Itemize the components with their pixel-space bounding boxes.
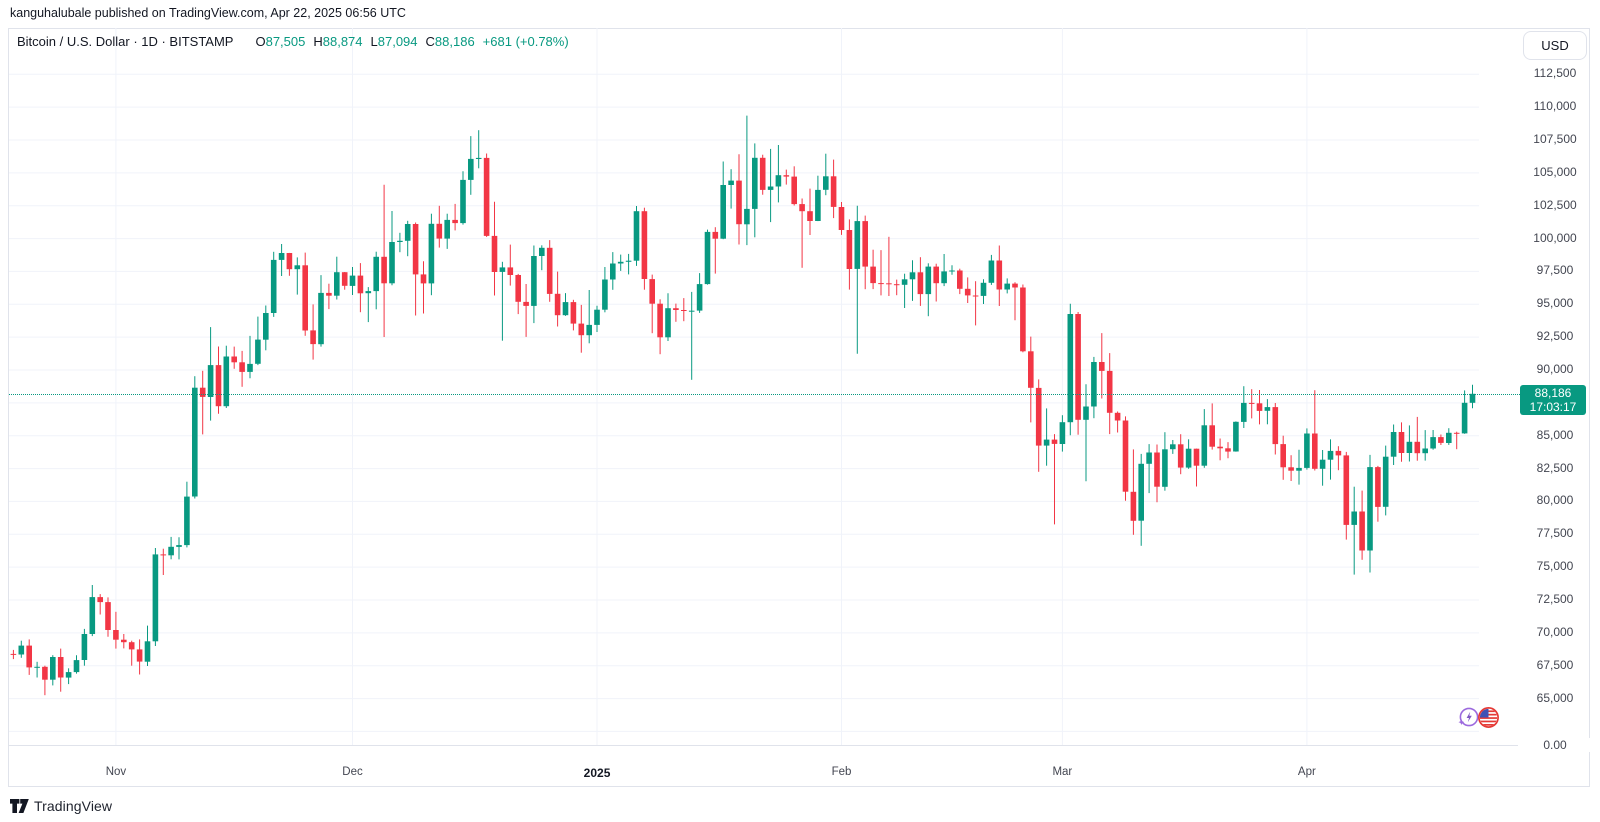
price-tick-label: 102,500	[1533, 197, 1577, 212]
candles-svg	[9, 28, 1479, 745]
change-value: +681 (+0.78%)	[482, 34, 569, 49]
price-tick-zero: 0.00	[1518, 738, 1592, 752]
price-tick-label: 97,500	[1536, 263, 1574, 278]
time-tick-label: Nov	[105, 766, 127, 778]
ohlc-key: H	[313, 34, 323, 49]
us-flag-icon[interactable]	[1477, 706, 1500, 729]
sparkle-lightning-icon[interactable]	[1458, 706, 1479, 728]
symbol-title: Bitcoin / U.S. Dollar · 1D · BITSTAMP	[17, 34, 234, 49]
price-axis[interactable]: 112,500 110,000 107,500 105,000 102,500 100,0…	[1518, 0, 1592, 822]
time-tick-label: Dec	[342, 766, 363, 778]
price-tick-label: 107,500	[1533, 132, 1577, 146]
tradingview-glyph-icon	[10, 798, 29, 813]
tradingview-brand-text: TradingView	[34, 798, 113, 814]
time-tick-label: 2025	[583, 766, 611, 780]
time-tick-label: Mar	[1052, 766, 1073, 778]
price-tick-label: 105,000	[1533, 164, 1577, 179]
price-tick-label: 75,000	[1536, 559, 1574, 574]
tradingview-logo-link[interactable]: TradingView	[10, 798, 112, 814]
ohlc-key: O	[255, 34, 266, 49]
price-tick-label: 65,000	[1536, 690, 1574, 705]
time-tick-label: Feb	[831, 766, 852, 778]
ohlc-value: 87,094	[377, 34, 418, 49]
price-tick-label: 80,000	[1536, 493, 1574, 508]
price-tick-label: 70,000	[1536, 624, 1574, 639]
candlestick-chart[interactable]	[0, 28, 1520, 746]
price-tick-label: 90,000	[1536, 362, 1574, 376]
ohlc-value: 88,186	[434, 34, 475, 49]
price-tick-label: 100,000	[1533, 230, 1577, 245]
bar-countdown: 17:03:17	[1529, 399, 1577, 414]
ohlc-key: C	[425, 34, 435, 49]
last-price-line	[9, 394, 1520, 395]
price-tick-label: 85,000	[1536, 427, 1574, 442]
symbol-legend: Bitcoin / U.S. Dollar · 1D · BITSTAMP O87…	[17, 34, 569, 49]
ohlc-values: O87,505 H88,874 L87,094 C88,186	[247, 34, 474, 49]
time-axis[interactable]: Nov Dec 2025 Feb Mar Apr	[0, 746, 1520, 786]
price-tick-label: 92,500	[1536, 329, 1574, 344]
last-price-badge: 88,186 17:03:17	[1520, 384, 1586, 415]
attribution-bar: kanguhalubale published on TradingView.c…	[10, 6, 406, 20]
currency-button[interactable]: USD	[1523, 31, 1587, 60]
price-tick-label: 77,500	[1536, 526, 1574, 541]
footer: TradingView	[0, 787, 1600, 822]
last-price-value: 88,186	[1534, 385, 1572, 400]
ohlc-value: 87,505	[265, 34, 306, 49]
price-tick-label: 72,500	[1536, 591, 1574, 606]
price-tick-label: 67,500	[1536, 657, 1574, 672]
event-icons[interactable]	[1458, 706, 1502, 732]
time-tick-label: Apr	[1297, 766, 1316, 778]
price-tick-label: 95,000	[1536, 296, 1574, 311]
price-tick-label: 82,500	[1536, 460, 1574, 475]
ohlc-key: L	[370, 34, 378, 49]
time-axis-separator	[9, 745, 1590, 746]
price-tick-label: 110,000	[1533, 99, 1577, 114]
ohlc-value: 88,874	[322, 34, 363, 49]
attribution-text: published on TradingView.com, Apr 22, 20…	[91, 6, 406, 20]
price-tick-label: 112,500	[1533, 66, 1577, 81]
attribution-username: kanguhalubale	[10, 6, 92, 20]
